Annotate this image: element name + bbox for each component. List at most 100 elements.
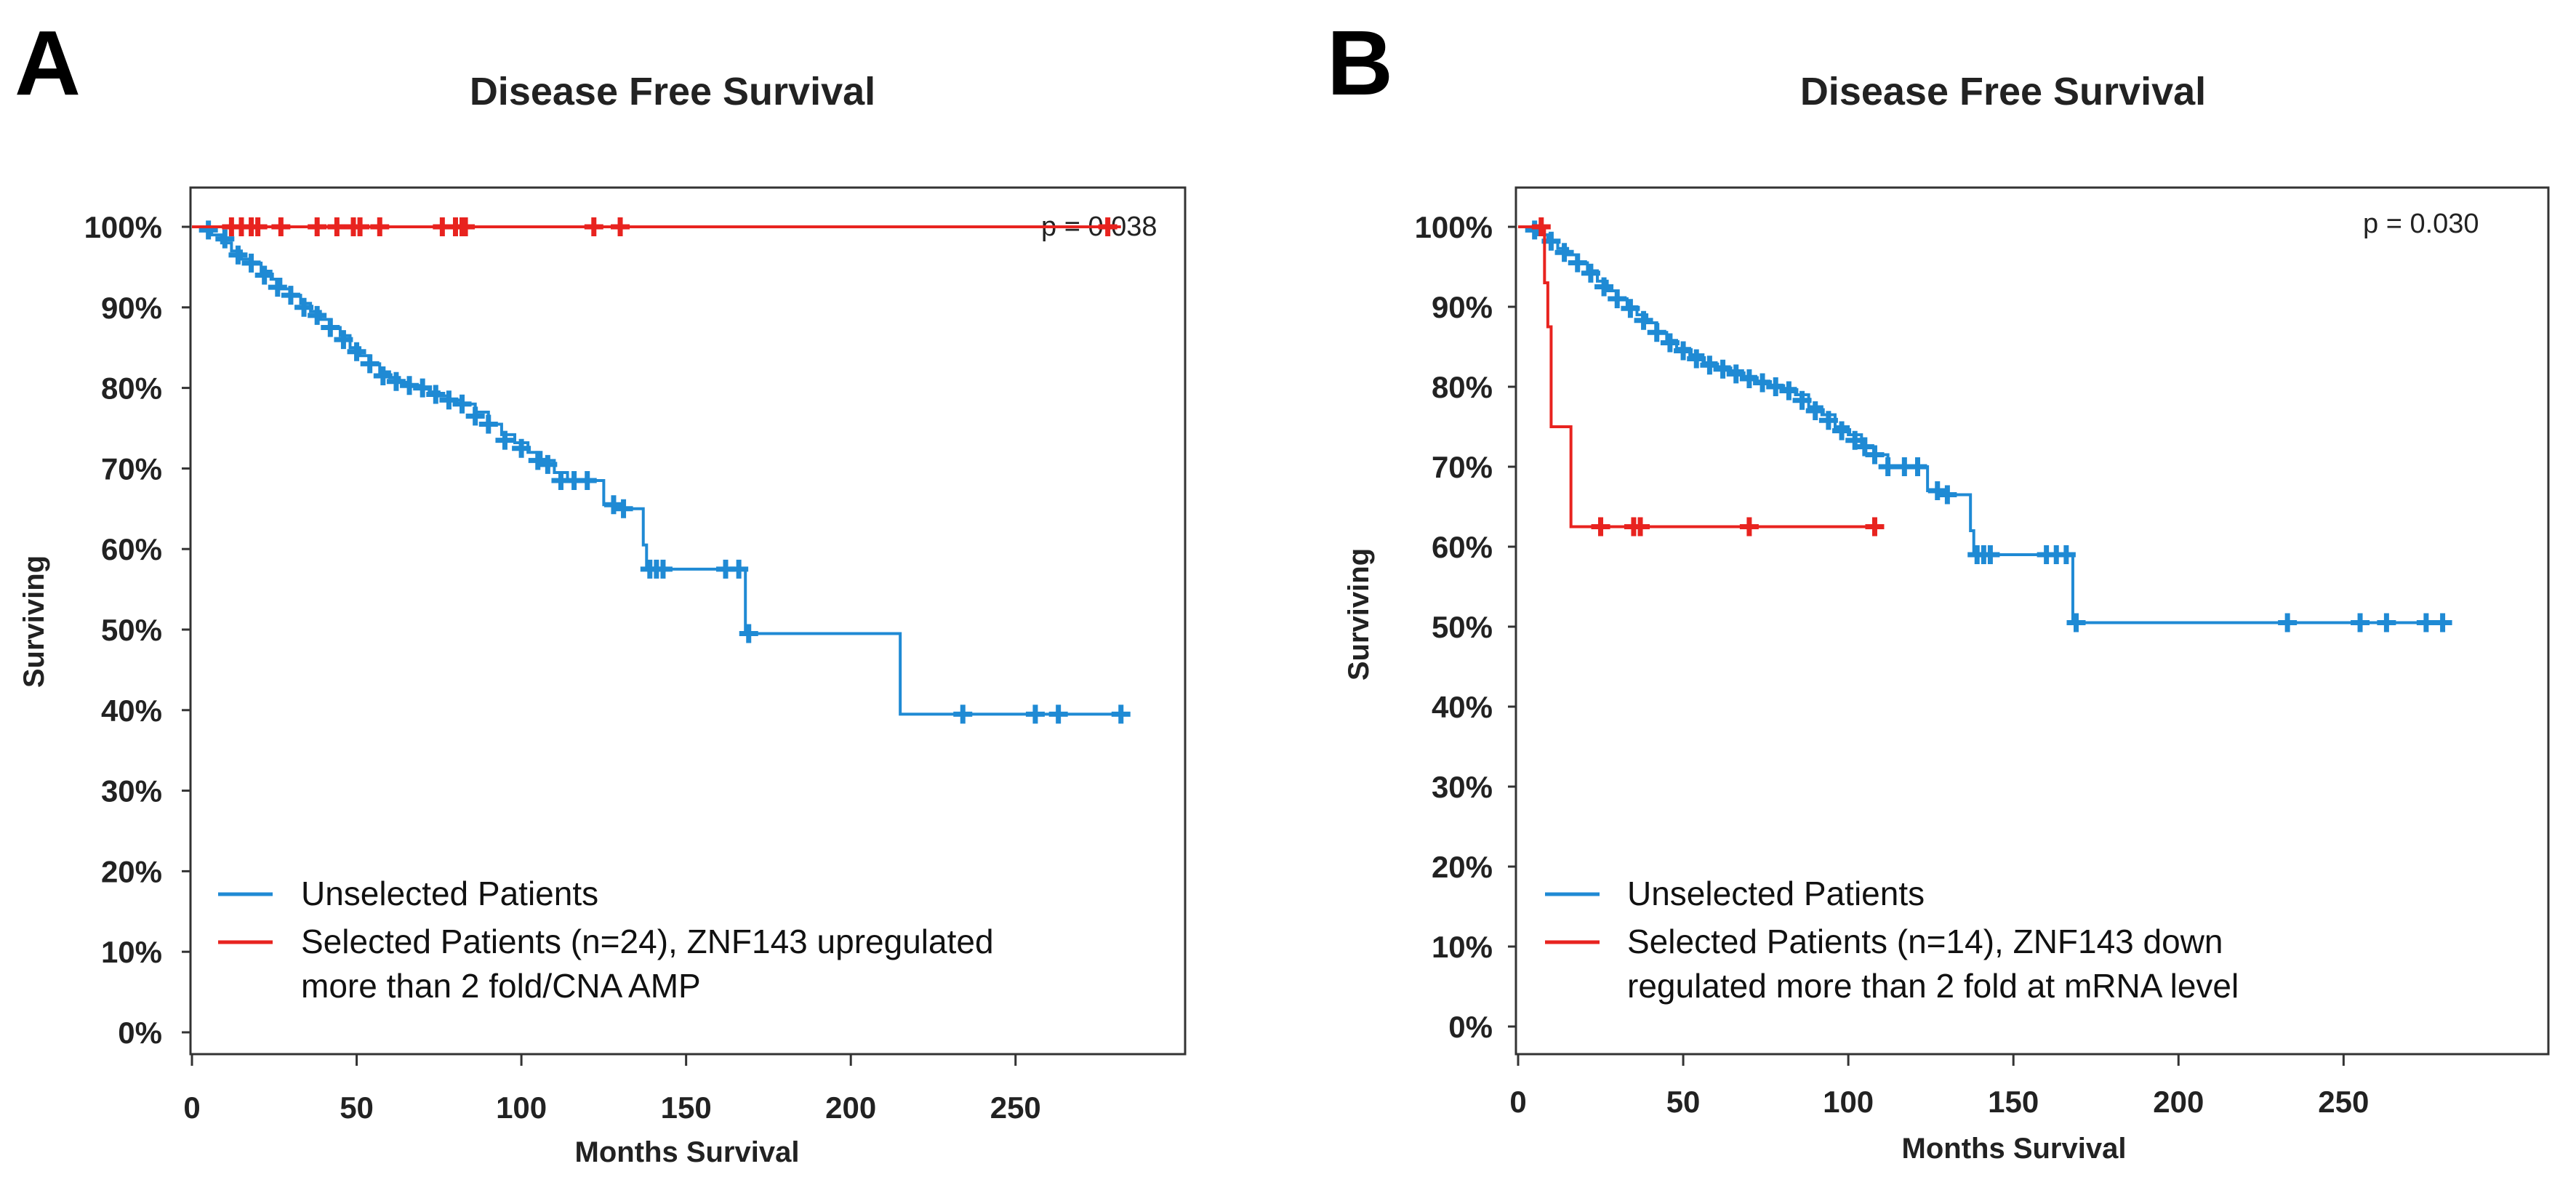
censor-mark-unselected-a xyxy=(373,366,393,385)
censor-mark-unselected-a xyxy=(268,278,287,297)
legend-a: Unselected Patients Selected Patients (n… xyxy=(218,875,994,1005)
y-tick-label-b: 50% xyxy=(1432,610,1493,644)
censor-mark-unselected-b xyxy=(1908,457,1927,476)
km-curve-selected-b xyxy=(1518,225,1875,529)
censor-mark-unselected-a xyxy=(228,245,248,265)
censor-mark-unselected-b xyxy=(1855,437,1874,457)
censor-mark-unselected-b xyxy=(1594,277,1614,297)
censor-mark-unselected-a xyxy=(603,495,623,515)
chart-title-b: Disease Free Survival xyxy=(1800,70,2206,113)
censor-mark-selected-a xyxy=(308,217,327,236)
y-tick-label-a: 70% xyxy=(101,451,162,486)
x-tick-label-b: 250 xyxy=(2318,1085,2369,1119)
legend-label-selected-b-line2: regulated more than 2 fold at mRNA level xyxy=(1627,967,2239,1005)
x-axis-title-b: Months Survival xyxy=(1902,1133,2127,1165)
y-tick-label-b: 0% xyxy=(1448,1010,1493,1044)
censor-mark-unselected-b xyxy=(1634,310,1653,330)
censor-mark-unselected-b xyxy=(1700,356,1720,375)
y-tick-label-b: 30% xyxy=(1432,770,1493,804)
x-tick-label-b: 150 xyxy=(1988,1085,2039,1119)
censor-mark-unselected-a xyxy=(528,451,547,470)
censor-mark-unselected-a xyxy=(653,559,673,579)
x-tick-label-a: 50 xyxy=(340,1090,374,1125)
series-layer-a xyxy=(192,217,1131,724)
series-layer-b xyxy=(1518,217,2452,632)
y-tick-label-b: 90% xyxy=(1432,290,1493,324)
censor-mark-unselected-a xyxy=(465,406,485,426)
censor-mark-selected-a xyxy=(584,217,603,236)
panel-label-a: A xyxy=(15,12,81,114)
censor-mark-unselected-b xyxy=(1845,430,1865,450)
censor-mark-unselected-a xyxy=(614,499,633,518)
y-tick-label-a: 90% xyxy=(101,291,162,325)
censor-mark-unselected-b xyxy=(1687,349,1706,369)
censor-mark-selected-b xyxy=(1631,517,1650,537)
censor-mark-unselected-b xyxy=(1865,445,1885,465)
censor-mark-unselected-b xyxy=(1766,377,1786,396)
censor-mark-unselected-a xyxy=(254,265,274,285)
censor-mark-unselected-a xyxy=(577,471,597,491)
censor-mark-selected-a xyxy=(350,217,370,236)
censor-mark-selected-a xyxy=(370,217,390,236)
censor-mark-unselected-a xyxy=(308,305,327,325)
censor-mark-selected-a xyxy=(456,217,476,236)
censor-mark-unselected-a xyxy=(439,390,459,410)
x-axis-b: 0 50 100 150 200 250 xyxy=(1509,1054,2369,1119)
plot-frame-a xyxy=(189,186,1187,1056)
y-tick-label-b: 60% xyxy=(1432,530,1493,564)
x-tick-label-a: 100 xyxy=(496,1090,547,1125)
censor-mark-unselected-b xyxy=(1818,411,1838,430)
y-tick-label-a: 100% xyxy=(84,210,162,244)
censor-mark-unselected-a xyxy=(198,220,218,240)
censor-mark-unselected-a xyxy=(360,354,380,374)
censor-mark-unselected-b xyxy=(1739,369,1759,388)
legend-label-unselected-b: Unselected Patients xyxy=(1627,875,1925,912)
censor-mark-unselected-b xyxy=(2416,613,2436,632)
censor-mark-unselected-b xyxy=(1726,364,1746,384)
censor-mark-unselected-b xyxy=(1713,359,1733,379)
y-axis-title-a: Surviving xyxy=(18,555,50,688)
x-axis-a: 0 50 100 150 200 250 xyxy=(183,1054,1041,1125)
censor-mark-unselected-a xyxy=(294,297,314,317)
y-tick-label-a: 40% xyxy=(101,694,162,728)
censor-mark-unselected-a xyxy=(1111,704,1131,724)
censor-mark-unselected-b xyxy=(2066,613,2086,632)
censor-mark-unselected-b xyxy=(1554,243,1574,262)
censor-mark-unselected-b xyxy=(1832,421,1852,441)
censor-mark-unselected-a xyxy=(452,394,472,414)
censor-mark-unselected-a xyxy=(215,229,235,249)
censor-mark-selected-a xyxy=(248,217,268,236)
legend-label-unselected-a: Unselected Patients xyxy=(301,875,598,912)
censor-mark-unselected-a xyxy=(538,454,558,474)
y-axis-title-b: Surviving xyxy=(1343,548,1375,680)
censor-mark-unselected-a xyxy=(512,438,531,458)
panel-a: A Disease Free Survival 0% 10% 20% 30% 40% 50… xyxy=(15,12,1187,1168)
censor-mark-unselected-a xyxy=(1025,704,1045,724)
censor-mark-unselected-b xyxy=(1779,381,1799,401)
censor-mark-unselected-a xyxy=(739,624,758,643)
censor-mark-selected-a xyxy=(327,217,347,236)
legend-label-selected-a-line2: more than 2 fold/CNA AMP xyxy=(301,967,701,1005)
y-axis-b: 0% 10% 20% 30% 40% 50% 60% 70% 80% 90% 100% xyxy=(1415,210,1517,1044)
x-axis-title-a: Months Survival xyxy=(575,1136,800,1168)
censor-mark-unselected-b xyxy=(2433,613,2452,632)
censor-mark-unselected-a xyxy=(478,414,498,434)
x-tick-label-a: 150 xyxy=(661,1090,712,1125)
y-tick-label-a: 60% xyxy=(101,532,162,566)
censor-mark-unselected-a xyxy=(241,253,261,273)
censor-mark-unselected-b xyxy=(1753,373,1773,393)
y-tick-label-a: 10% xyxy=(101,935,162,969)
y-tick-label-b: 80% xyxy=(1432,370,1493,404)
chart-title-a: Disease Free Survival xyxy=(470,70,875,113)
censor-mark-unselected-b xyxy=(1674,341,1693,361)
legend-label-selected-b-line1: Selected Patients (n=14), ZNF143 down xyxy=(1627,923,2223,960)
y-tick-label-b: 10% xyxy=(1432,930,1493,964)
x-tick-label-a: 200 xyxy=(825,1090,876,1125)
censor-mark-unselected-b xyxy=(2377,613,2396,632)
x-tick-label-b: 200 xyxy=(2153,1085,2204,1119)
panel-label-b: B xyxy=(1327,12,1393,114)
y-tick-label-a: 30% xyxy=(101,774,162,808)
censor-mark-unselected-a xyxy=(334,330,353,350)
censor-mark-unselected-a xyxy=(953,704,973,724)
